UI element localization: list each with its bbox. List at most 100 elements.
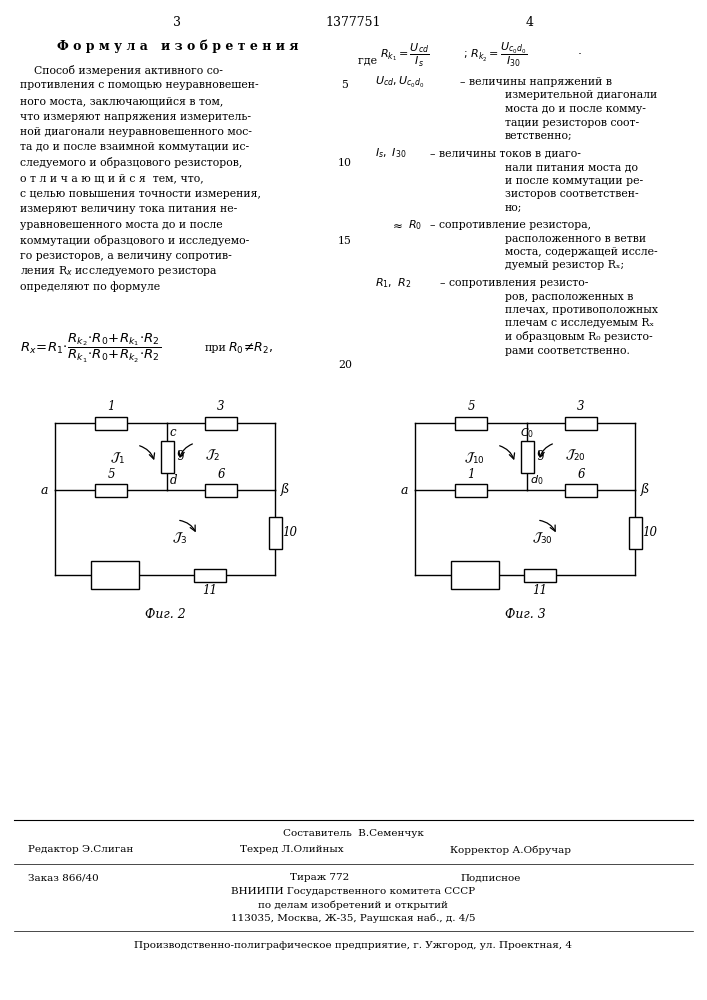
Text: 3: 3 bbox=[173, 15, 181, 28]
Text: Способ измерения активного со-: Способ измерения активного со- bbox=[20, 64, 223, 76]
Bar bbox=[194, 568, 226, 582]
Text: противления с помощью неуравновешен-: противления с помощью неуравновешен- bbox=[20, 81, 259, 91]
Text: Тираж 772: Тираж 772 bbox=[290, 874, 349, 882]
Text: 8: 8 bbox=[472, 568, 479, 582]
Text: 5: 5 bbox=[467, 400, 474, 414]
Bar bbox=[205, 484, 237, 496]
Text: ров, расположенных в: ров, расположенных в bbox=[505, 292, 633, 302]
Text: при: при bbox=[205, 343, 227, 353]
Text: плечам с исследуемым Rₓ: плечам с исследуемым Rₓ bbox=[505, 318, 654, 328]
Text: ной диагонали неуравновешенного мос-: ной диагонали неуравновешенного мос- bbox=[20, 127, 252, 137]
Text: $C_0$: $C_0$ bbox=[520, 426, 534, 440]
Text: Фиг. 3: Фиг. 3 bbox=[505, 608, 545, 621]
Text: – величины напряжений в: – величины напряжений в bbox=[460, 77, 612, 87]
Text: $R_0\!\neq\!R_2,$: $R_0\!\neq\!R_2,$ bbox=[228, 340, 273, 356]
Text: Ф о р м у л а   и з о б р е т е н и я: Ф о р м у л а и з о б р е т е н и я bbox=[57, 39, 299, 53]
Text: ления R$_x$ исследуемого резистора: ления R$_x$ исследуемого резистора bbox=[20, 264, 218, 278]
Text: но;: но; bbox=[505, 202, 522, 213]
Bar bbox=[455, 416, 487, 430]
Text: ного моста, заключающийся в том,: ного моста, заключающийся в том, bbox=[20, 96, 223, 106]
Text: 5: 5 bbox=[107, 468, 115, 481]
Text: зисторов соответствен-: зисторов соответствен- bbox=[505, 189, 638, 199]
Text: 6: 6 bbox=[217, 468, 225, 481]
Bar bbox=[451, 561, 499, 589]
Text: тации резисторов соот-: тации резисторов соот- bbox=[505, 117, 639, 127]
Text: $\approx$: $\approx$ bbox=[390, 219, 403, 232]
Text: та до и после взаимной коммутации ис-: та до и после взаимной коммутации ис- bbox=[20, 142, 249, 152]
Text: 10: 10 bbox=[338, 158, 352, 168]
Text: 11: 11 bbox=[532, 584, 547, 597]
Text: $R_1,\ R_2$: $R_1,\ R_2$ bbox=[375, 276, 411, 290]
Text: расположенного в ветви: расположенного в ветви bbox=[505, 233, 646, 243]
Text: ß: ß bbox=[280, 484, 288, 496]
Text: $R_0$: $R_0$ bbox=[408, 218, 422, 232]
Text: 11: 11 bbox=[202, 584, 218, 597]
Bar bbox=[205, 416, 237, 430]
Bar bbox=[565, 416, 597, 430]
Text: 3: 3 bbox=[577, 400, 585, 414]
Text: Корректор А.Обручар: Корректор А.Обручар bbox=[450, 845, 571, 855]
Text: c: c bbox=[170, 426, 177, 439]
Text: $R_x\!=\!R_1\!\cdot\!\dfrac{R_{k_2}\!\cdot\!R_0\!+\!R_{k_1}\!\cdot\!R_2}{R_{k_1}: $R_x\!=\!R_1\!\cdot\!\dfrac{R_{k_2}\!\cd… bbox=[20, 331, 161, 365]
Text: d: d bbox=[170, 474, 177, 487]
Text: ВНИИПИ Государственного комитета СССР: ВНИИПИ Государственного комитета СССР bbox=[231, 888, 475, 896]
Text: о т л и ч а ю щ и й с я  тем, что,: о т л и ч а ю щ и й с я тем, что, bbox=[20, 174, 204, 184]
Text: Составитель  В.Семенчук: Составитель В.Семенчук bbox=[283, 830, 423, 838]
Text: 1377751: 1377751 bbox=[325, 15, 381, 28]
Text: Техред Л.Олийных: Техред Л.Олийных bbox=[240, 846, 344, 854]
Text: уравновешенного моста до и после: уравновешенного моста до и после bbox=[20, 220, 223, 230]
Text: a: a bbox=[40, 484, 48, 496]
Text: плечах, противоположных: плечах, противоположных bbox=[505, 305, 658, 315]
Text: 9: 9 bbox=[536, 450, 544, 463]
Text: 15: 15 bbox=[338, 235, 352, 245]
Bar bbox=[269, 516, 281, 548]
Bar bbox=[455, 484, 487, 496]
Text: $\mathcal{J}_3$: $\mathcal{J}_3$ bbox=[172, 530, 187, 546]
Text: – величины токов в диаго-: – величины токов в диаго- bbox=[430, 148, 581, 158]
Text: ; $R_{k_2}=\dfrac{U_{c_0d_0}}{I_{30}}$: ; $R_{k_2}=\dfrac{U_{c_0d_0}}{I_{30}}$ bbox=[463, 41, 527, 69]
Text: $\mathcal{J}_1$: $\mathcal{J}_1$ bbox=[110, 450, 125, 466]
Text: Фиг. 2: Фиг. 2 bbox=[145, 608, 185, 621]
Text: $\mathcal{J}_{30}$: $\mathcal{J}_{30}$ bbox=[532, 530, 553, 546]
Text: 20: 20 bbox=[338, 360, 352, 369]
Text: 113035, Москва, Ж-35, Раушская наб., д. 4/5: 113035, Москва, Ж-35, Раушская наб., д. … bbox=[230, 913, 475, 923]
Text: Подписное: Подписное bbox=[460, 874, 520, 882]
Text: ветственно;: ветственно; bbox=[505, 131, 573, 141]
Text: что измеряют напряжения измеритель-: что измеряют напряжения измеритель- bbox=[20, 111, 251, 121]
Text: моста, содержащей иссле-: моста, содержащей иссле- bbox=[505, 247, 658, 257]
Text: нали питания моста до: нали питания моста до bbox=[505, 162, 638, 172]
Bar bbox=[95, 416, 127, 430]
Text: 5: 5 bbox=[341, 81, 349, 91]
Text: $I_s,\ I_{30}$: $I_s,\ I_{30}$ bbox=[375, 147, 407, 160]
Text: 9: 9 bbox=[176, 450, 184, 463]
Bar bbox=[565, 484, 597, 496]
Text: ß: ß bbox=[640, 484, 648, 496]
Text: Редактор Э.Слиган: Редактор Э.Слиган bbox=[28, 846, 133, 854]
Text: $\mathcal{J}_{10}$: $\mathcal{J}_{10}$ bbox=[464, 450, 485, 466]
Text: по делам изобретений и открытий: по делам изобретений и открытий bbox=[258, 900, 448, 910]
Text: 8: 8 bbox=[111, 568, 119, 582]
Text: и после коммутации ре-: и после коммутации ре- bbox=[505, 176, 643, 186]
Bar bbox=[629, 516, 641, 548]
Text: Производственно-полиграфическое предприятие, г. Ужгород, ул. Проектная, 4: Производственно-полиграфическое предприя… bbox=[134, 940, 572, 950]
Bar bbox=[95, 484, 127, 496]
Text: определяют по формуле: определяют по формуле bbox=[20, 282, 160, 292]
Text: $d_0$: $d_0$ bbox=[530, 473, 544, 487]
Text: следуемого и образцового резисторов,: следуемого и образцового резисторов, bbox=[20, 157, 243, 168]
Text: 10: 10 bbox=[282, 526, 297, 539]
Text: коммутации образцового и исследуемо-: коммутации образцового и исследуемо- bbox=[20, 235, 250, 246]
Bar bbox=[520, 440, 534, 473]
Text: $R_{k_1}=\dfrac{U_{cd}}{I_s}$: $R_{k_1}=\dfrac{U_{cd}}{I_s}$ bbox=[380, 41, 430, 69]
Bar bbox=[160, 440, 173, 473]
Text: го резисторов, а величину сопротив-: го резисторов, а величину сопротив- bbox=[20, 251, 232, 261]
Text: где: где bbox=[358, 55, 380, 65]
Text: 4: 4 bbox=[526, 15, 534, 28]
Text: рами соответственно.: рами соответственно. bbox=[505, 346, 630, 356]
Text: a: a bbox=[400, 484, 408, 496]
Text: с целью повышения точности измерения,: с целью повышения точности измерения, bbox=[20, 189, 261, 199]
Text: $\mathcal{J}_{20}$: $\mathcal{J}_{20}$ bbox=[565, 447, 585, 463]
Bar bbox=[524, 568, 556, 582]
Bar bbox=[91, 561, 139, 589]
Text: 1: 1 bbox=[467, 468, 474, 481]
Text: измеряют величину тока питания не-: измеряют величину тока питания не- bbox=[20, 205, 238, 215]
